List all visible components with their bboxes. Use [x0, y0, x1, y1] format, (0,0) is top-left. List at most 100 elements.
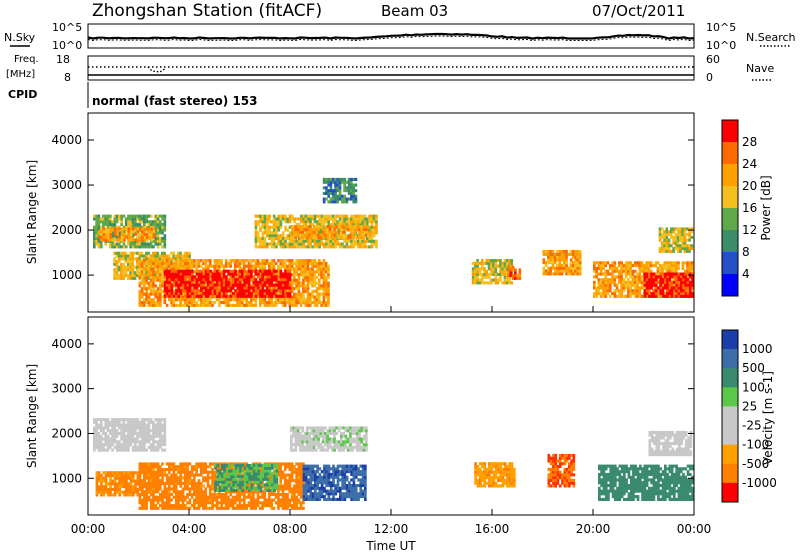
heatmap-cell [254, 280, 258, 284]
heatmap-cell [638, 272, 642, 276]
heatmap-cell [174, 254, 178, 258]
heatmap-cell [322, 278, 326, 282]
heatmap-cell [122, 214, 126, 218]
heatmap-cell [104, 482, 108, 486]
heatmap-cell [181, 267, 185, 271]
heatmap-cell [145, 265, 148, 269]
heatmap-cell [136, 230, 140, 234]
heatmap-cell [322, 214, 326, 218]
heatmap-cell [640, 264, 644, 268]
heatmap-cell [233, 267, 237, 271]
heatmap-cell [247, 283, 251, 287]
heatmap-cell [202, 278, 206, 282]
heatmap-cell [679, 275, 683, 279]
heatmap-cell [274, 301, 278, 305]
heatmap-cell [333, 230, 336, 234]
heatmap-cell [341, 217, 344, 221]
heatmap-cell [145, 217, 148, 221]
heatmap-cell [138, 481, 142, 485]
heatmap-cell [152, 287, 155, 291]
heatmap-cell [115, 225, 119, 229]
heatmap-cell [93, 234, 96, 238]
heatmap-cell [161, 225, 164, 229]
heatmap-cell [366, 236, 369, 240]
heatmap-cell [211, 301, 214, 305]
heatmap-cell [281, 234, 285, 238]
heatmap-cell [163, 260, 166, 264]
heatmap-cell [229, 272, 233, 276]
heatmap-cell [492, 261, 495, 265]
heatmap-cell [117, 251, 121, 255]
heatmap-cell [209, 269, 212, 273]
heatmap-cell [668, 289, 672, 293]
heatmap-cell [165, 462, 169, 466]
heatmap-cell [191, 275, 194, 279]
heatmap-cell [159, 431, 162, 435]
heatmap-cell [200, 283, 203, 287]
heatmap-cell [154, 504, 158, 508]
heatmap-cell [127, 474, 131, 478]
heatmap-cell [152, 443, 155, 447]
heatmap-cell [245, 289, 249, 293]
heatmap-cell [143, 418, 146, 422]
heatmap-cell [661, 278, 665, 282]
heatmap-cell [111, 418, 114, 422]
heatmap-cell [677, 286, 681, 290]
heatmap-cell [356, 214, 360, 218]
heatmap-cell [664, 275, 667, 279]
heatmap-cell [286, 272, 290, 276]
heatmap-cell [618, 275, 621, 279]
heatmap-cell [268, 231, 271, 235]
heatmap-cell [104, 420, 108, 424]
heatmap-cell [159, 298, 162, 302]
heatmap-cell [277, 286, 281, 290]
heatmap-cell [286, 292, 290, 296]
heatmap-cell [168, 498, 171, 502]
heatmap-cell [133, 274, 137, 278]
heatmap-cell [370, 234, 374, 238]
heatmap-cell [256, 214, 260, 218]
heatmap-cell [247, 280, 251, 284]
heatmap-cell [336, 197, 340, 201]
heatmap-cell [163, 225, 167, 229]
heatmap-cell [154, 225, 158, 229]
heatmap-cell [370, 220, 374, 224]
heatmap-cell [165, 303, 169, 307]
heatmap-cell [150, 235, 154, 239]
heatmap-cell [227, 301, 230, 305]
heatmap-cell [340, 236, 343, 240]
heatmap-cell [597, 292, 601, 296]
heatmap-cell [252, 298, 255, 302]
heatmap-cell [138, 254, 141, 258]
heatmap-cell [138, 495, 142, 499]
heatmap-cell [514, 274, 517, 278]
heatmap-cell [268, 301, 271, 305]
heatmap-cell [100, 485, 103, 489]
heatmap-cell [664, 286, 667, 290]
heatmap-cell [134, 482, 137, 486]
heatmap-cell [109, 420, 112, 424]
heatmap-cell [350, 180, 353, 184]
heatmap-cell [197, 259, 201, 263]
heatmap-cell [599, 278, 603, 282]
heatmap-cell [606, 272, 610, 276]
heatmap-cell [313, 278, 317, 282]
heatmap-cell [350, 197, 353, 201]
heatmap-cell [366, 245, 369, 249]
heatmap-cell [361, 220, 365, 224]
heatmap-cell [163, 473, 167, 477]
heatmap-cell [149, 465, 153, 469]
heatmap-cell [258, 267, 262, 271]
heatmap-cell [147, 462, 151, 466]
heatmap-cell [145, 429, 148, 433]
heatmap-cell [172, 269, 176, 273]
heatmap-cell [186, 501, 189, 505]
heatmap-cell [138, 281, 142, 285]
heatmap-cell [172, 292, 176, 296]
heatmap-cell [143, 431, 146, 435]
heatmap-cell [231, 298, 235, 302]
heatmap-cell [124, 220, 128, 224]
heatmap-cell [204, 259, 208, 263]
heatmap-cell [97, 485, 101, 489]
heatmap-cell [113, 274, 116, 278]
